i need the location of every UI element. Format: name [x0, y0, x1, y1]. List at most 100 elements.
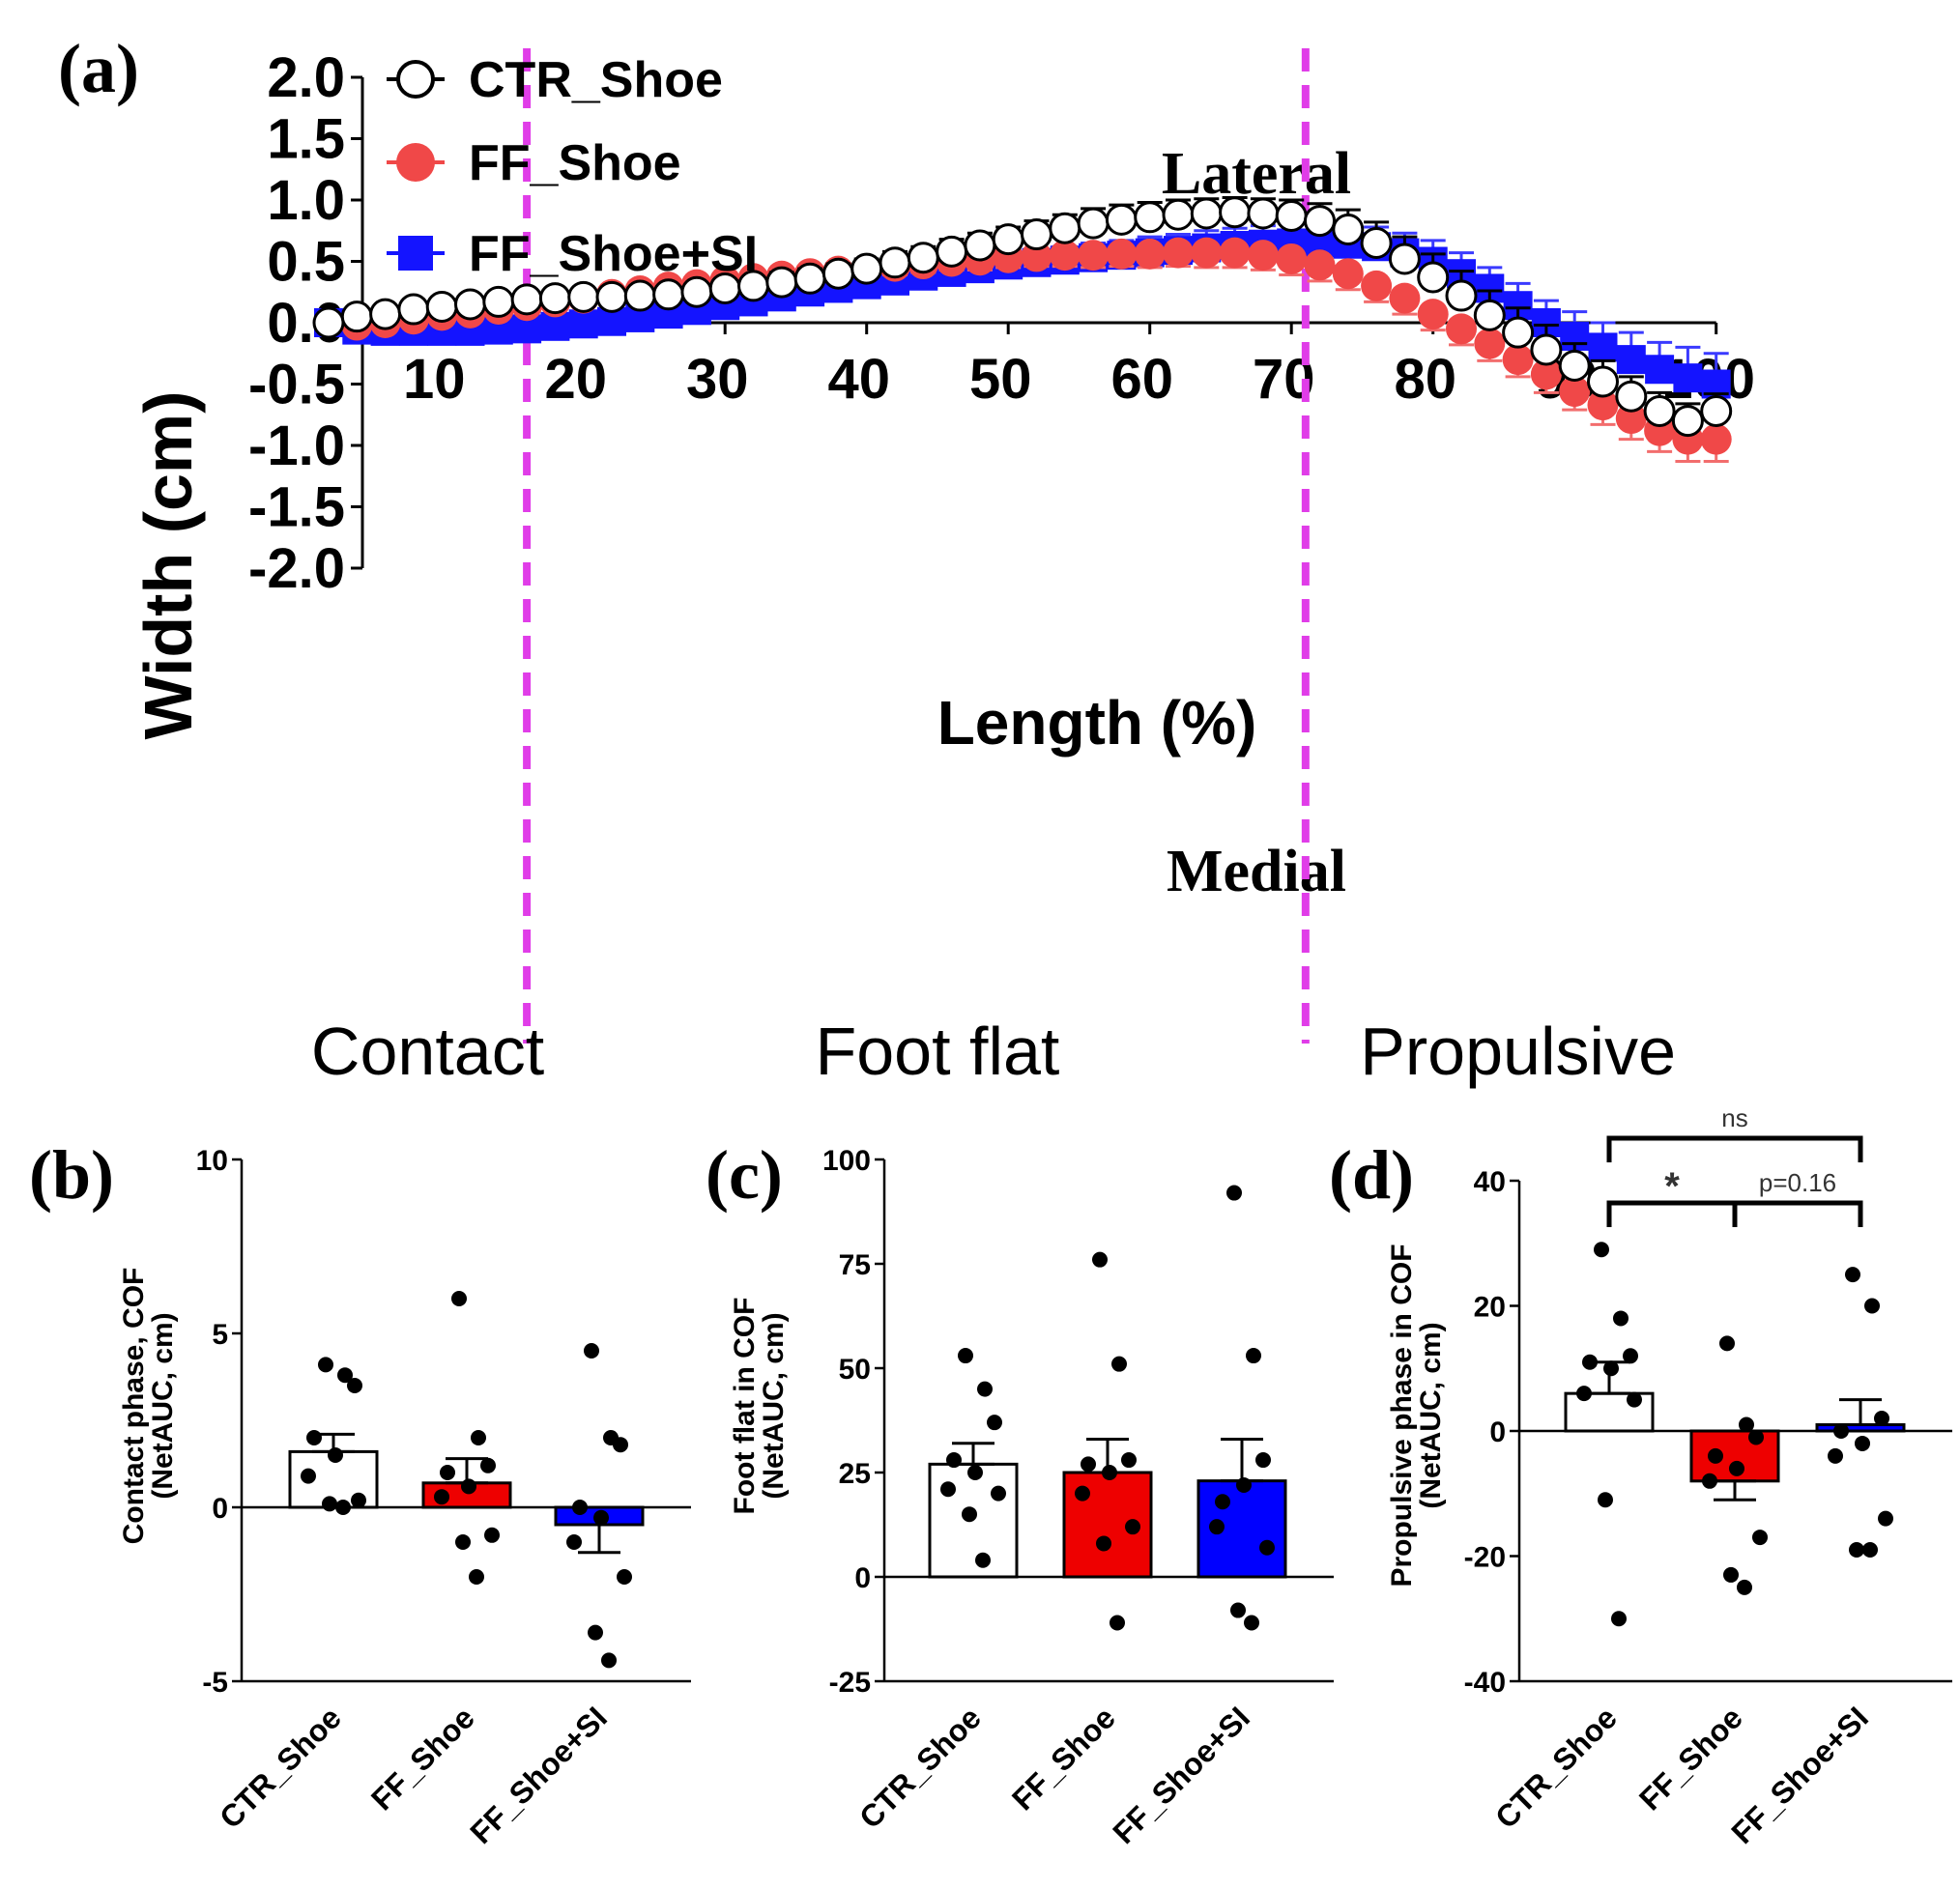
data-point: [1845, 1267, 1860, 1283]
data-point: [907, 242, 939, 274]
data-point: [482, 285, 515, 318]
data-point: [1417, 261, 1450, 294]
legend-marker: [396, 60, 435, 99]
data-point: [568, 309, 598, 339]
phase-label-1: Contact: [311, 1014, 544, 1089]
data-point: [322, 1496, 337, 1512]
panel-c: (c) 100 75 50 25 0 -25 Foot flat in COF(NetAUC,…: [706, 1136, 1334, 1850]
data-point: [975, 1552, 991, 1568]
x-tick-label-a: 20: [544, 348, 607, 411]
data-point: [1739, 1416, 1754, 1433]
bracket-line: [1606, 1135, 1863, 1162]
y-tick-label-d: 0: [1489, 1416, 1506, 1448]
data-point: [1623, 1348, 1638, 1364]
data-point: [318, 1357, 333, 1373]
data-point: [1105, 203, 1138, 236]
x-tick-label-a: 60: [1110, 348, 1173, 411]
data-point: [977, 1381, 993, 1397]
panel-d: (d) 40 20 0 -20 -40 Propulsive phase in COF(Ne…: [1329, 1103, 1952, 1850]
data-point: [1096, 1535, 1111, 1552]
data-point: [1191, 237, 1223, 269]
data-point: [613, 1437, 628, 1453]
data-point: [1828, 1447, 1843, 1464]
significance-bracket: ns: [1606, 1103, 1863, 1162]
y-axis-label-b: (NetAUC, cm): [147, 1312, 179, 1499]
data-point: [1446, 313, 1477, 345]
data-point: [1576, 1386, 1592, 1402]
data-point: [1588, 332, 1618, 362]
data-point: [821, 257, 854, 290]
data-point: [1236, 1476, 1252, 1493]
data-point: [440, 1465, 455, 1480]
y-tick-label-b: -5: [202, 1667, 228, 1699]
data-point: [1502, 344, 1534, 376]
data-point: [940, 1481, 956, 1498]
data-point: [451, 1291, 467, 1306]
data-point: [1878, 1510, 1893, 1527]
data-point: [425, 290, 458, 323]
legend-label: CTR_Shoe: [469, 52, 723, 108]
data-point: [1502, 316, 1535, 349]
data-point: [454, 288, 486, 321]
y-axis-label-c: Foot flat in COF: [729, 1298, 761, 1515]
data-point: [1247, 240, 1279, 272]
data-point: [1162, 198, 1195, 231]
data-point: [538, 282, 571, 315]
data-point: [461, 1478, 476, 1495]
x-tick-label-a: 40: [827, 348, 890, 411]
data-point: [1558, 349, 1591, 382]
data-point: [484, 1527, 500, 1543]
y-tick-label-d: -40: [1464, 1667, 1506, 1699]
category-label: CTR_Shoe: [852, 1700, 988, 1835]
data-point: [1259, 1539, 1275, 1556]
data-point: [1645, 355, 1675, 385]
data-point: [1106, 238, 1138, 270]
y-tick-label-b: 10: [196, 1145, 228, 1177]
y-axis-label-a: Width (cm): [130, 391, 206, 740]
data-point: [1417, 299, 1449, 330]
data-point: [1215, 1494, 1230, 1510]
data-point: [1874, 1411, 1889, 1427]
data-point: [601, 1652, 617, 1669]
data-point: [1559, 376, 1591, 408]
data-point: [1275, 200, 1308, 233]
annotation-lateral: Lateral: [1162, 141, 1351, 207]
data-point: [1708, 1447, 1723, 1464]
y-tick-label-a: 1.0: [267, 169, 345, 232]
data-point: [1304, 205, 1336, 238]
data-point: [1530, 358, 1562, 390]
category-label: FF_Shoe+SI: [1106, 1700, 1256, 1850]
data-point: [455, 1534, 471, 1550]
data-point: [991, 1485, 1006, 1502]
y-tick-label-b: 5: [212, 1319, 228, 1351]
data-point: [510, 283, 543, 316]
data-point: [992, 223, 1024, 256]
panel-label-a: (a): [58, 30, 139, 107]
data-point: [1190, 197, 1223, 230]
y-tick-label-a: -1.0: [248, 415, 345, 477]
data-point: [1643, 394, 1676, 427]
data-point: [1219, 237, 1251, 269]
data-point: [1673, 363, 1703, 393]
phase-label-3: Propulsive: [1360, 1014, 1676, 1089]
data-point: [566, 1534, 582, 1550]
data-point: [1613, 1310, 1629, 1327]
data-point: [946, 1452, 962, 1469]
category-label: CTR_Shoe: [213, 1700, 348, 1835]
data-point: [1078, 240, 1110, 272]
data-point: [1163, 237, 1194, 269]
panel-label-b: (b): [29, 1136, 114, 1214]
legend-label: FF_Shoe: [469, 135, 681, 191]
data-point: [1121, 1452, 1137, 1469]
y-tick-label-c: 100: [822, 1145, 871, 1177]
data-point: [1360, 226, 1393, 259]
y-tick-label-c: 50: [839, 1354, 871, 1386]
data-point: [793, 262, 826, 295]
data-point: [301, 1468, 316, 1484]
data-point: [1616, 345, 1646, 375]
data-point: [967, 1465, 983, 1480]
data-point: [1388, 243, 1421, 275]
data-point: [347, 1378, 362, 1393]
panel-b: (b) 10 5 0 -5 Contact phase, COF(NetAUC, cm) C…: [29, 1136, 691, 1850]
category-label: CTR_Shoe: [1488, 1700, 1624, 1835]
